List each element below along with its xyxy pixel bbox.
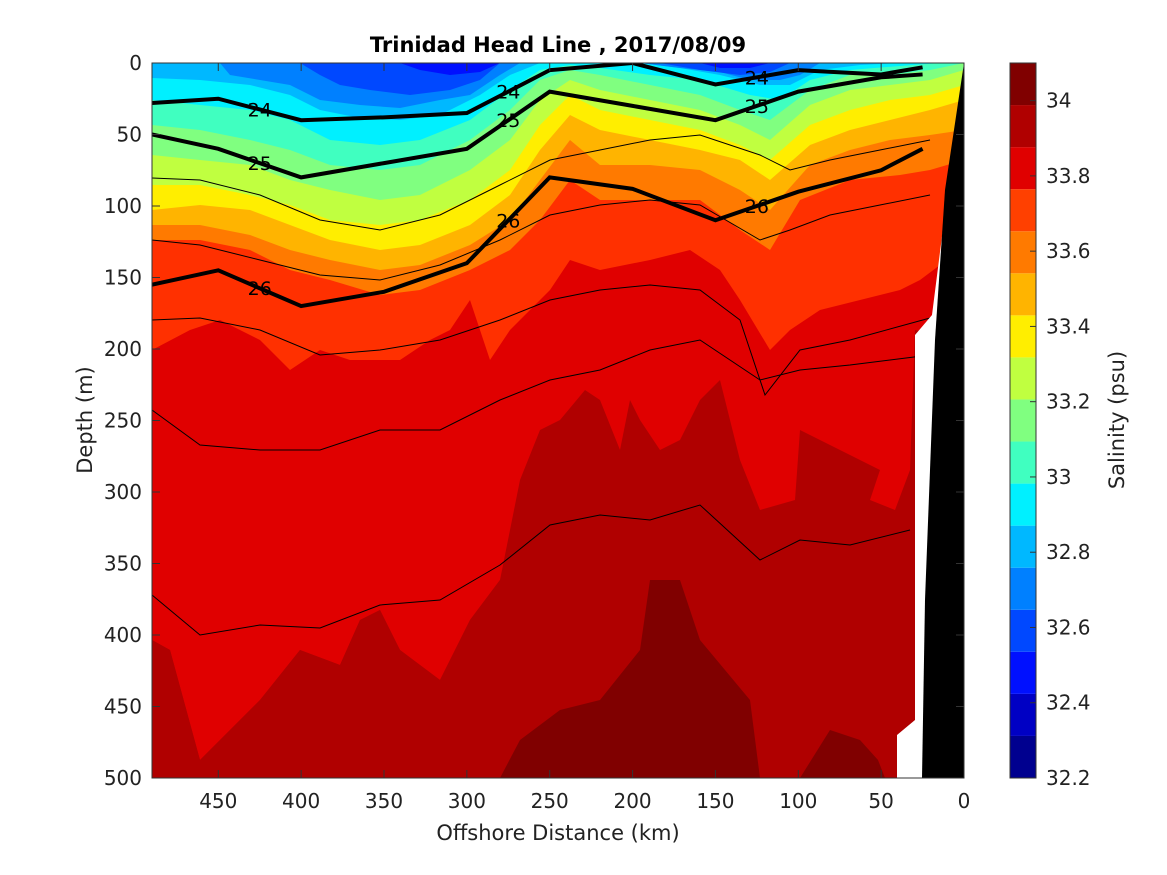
colorbar-swatch bbox=[1010, 147, 1036, 190]
colorbar-tick-label: 32.4 bbox=[1046, 691, 1091, 715]
x-axis-label: Offshore Distance (km) bbox=[436, 821, 679, 845]
colorbar-tick-label: 32.2 bbox=[1046, 766, 1091, 790]
y-tick-label: 100 bbox=[104, 194, 142, 218]
salinity-band-32-5 bbox=[400, 63, 770, 75]
colorbar-tick-label: 32.8 bbox=[1046, 540, 1091, 564]
colorbar-swatch bbox=[1010, 63, 1036, 106]
x-tick-label: 350 bbox=[365, 789, 403, 813]
isopycnal-label: 26 bbox=[745, 196, 769, 218]
colorbar-swatch bbox=[1010, 609, 1036, 652]
thin-salinity-contours bbox=[152, 134, 931, 636]
colorbar-swatch bbox=[1010, 693, 1036, 736]
colorbar-swatch bbox=[1010, 189, 1036, 232]
x-tick-label: 0 bbox=[958, 789, 971, 813]
colorbar-swatch bbox=[1010, 357, 1036, 400]
chart-title: Trinidad Head Line , 2017/08/09 bbox=[370, 33, 746, 57]
x-tick-label: 50 bbox=[868, 789, 893, 813]
y-tick-label: 350 bbox=[104, 552, 142, 576]
y-tick-label: 400 bbox=[104, 623, 142, 647]
colorbar-tick-label: 33.2 bbox=[1046, 390, 1091, 414]
isopycnal-label: 26 bbox=[496, 210, 520, 232]
y-axis-ticks: 0 50 100 150 200 250 300 350 400 450 500 bbox=[104, 51, 964, 790]
y-tick-label: 200 bbox=[104, 337, 142, 361]
colorbar-swatch bbox=[1010, 231, 1036, 274]
colorbar-label: Salinity (psu) bbox=[1105, 351, 1129, 489]
colorbar-frame bbox=[1009, 62, 1037, 779]
plot-area bbox=[152, 63, 964, 778]
colorbar-swatch bbox=[1010, 483, 1036, 526]
x-tick-label: 150 bbox=[696, 789, 734, 813]
seafloor-bathymetry bbox=[922, 63, 964, 778]
x-tick-label: 400 bbox=[282, 789, 320, 813]
isopycnal-label: 26 bbox=[248, 278, 272, 300]
x-tick-label: 450 bbox=[199, 789, 237, 813]
isopycnal-label: 24 bbox=[248, 99, 272, 121]
colorbar-tick-label: 34 bbox=[1046, 89, 1071, 113]
colorbar-swatch bbox=[1010, 273, 1036, 316]
colorbar-tick-label: 33 bbox=[1046, 465, 1071, 489]
colorbar-swatch bbox=[1010, 735, 1036, 778]
colorbar-swatch bbox=[1010, 399, 1036, 442]
y-tick-label: 0 bbox=[129, 51, 142, 75]
y-axis-label: Depth (m) bbox=[73, 366, 97, 473]
colorbar-tick-label: 32.6 bbox=[1046, 615, 1091, 639]
colorbar-tick-label: 33.8 bbox=[1046, 164, 1091, 188]
isopycnal-label: 25 bbox=[248, 153, 272, 175]
colorbar-swatch bbox=[1010, 651, 1036, 694]
x-tick-label: 250 bbox=[531, 789, 569, 813]
x-tick-label: 300 bbox=[448, 789, 486, 813]
y-tick-label: 500 bbox=[104, 766, 142, 790]
colorbar-tick-label: 33.6 bbox=[1046, 239, 1091, 263]
isopycnal-label: 25 bbox=[496, 110, 520, 132]
isopycnal-label: 24 bbox=[745, 67, 769, 89]
isopycnal-25-line bbox=[152, 72, 923, 180]
y-tick-label: 300 bbox=[104, 480, 142, 504]
y-tick-label: 450 bbox=[104, 695, 142, 719]
colorbar-swatch bbox=[1010, 315, 1036, 358]
isopycnal-label: 24 bbox=[496, 82, 520, 104]
x-axis-ticks: 450 400 350 300 250 200 150 100 50 0 bbox=[199, 63, 970, 813]
y-tick-label: 250 bbox=[104, 409, 142, 433]
colorbar-swatch bbox=[1010, 525, 1036, 568]
isopycnal-label: 25 bbox=[745, 96, 769, 118]
colorbar-swatch bbox=[1010, 567, 1036, 610]
isopycnal-26-line bbox=[152, 147, 924, 309]
colorbar-swatch bbox=[1010, 105, 1036, 148]
colorbar: 34 33.8 33.6 33.4 33.2 33 32.8 32.6 32.4 32.2 bbox=[1009, 62, 1091, 790]
colorbar-tick-label: 33.4 bbox=[1046, 314, 1091, 338]
x-tick-label: 100 bbox=[779, 789, 817, 813]
y-tick-label: 150 bbox=[104, 266, 142, 290]
x-tick-label: 200 bbox=[613, 789, 651, 813]
salinity-band-32-6 bbox=[300, 63, 790, 95]
y-tick-label: 50 bbox=[117, 123, 142, 147]
